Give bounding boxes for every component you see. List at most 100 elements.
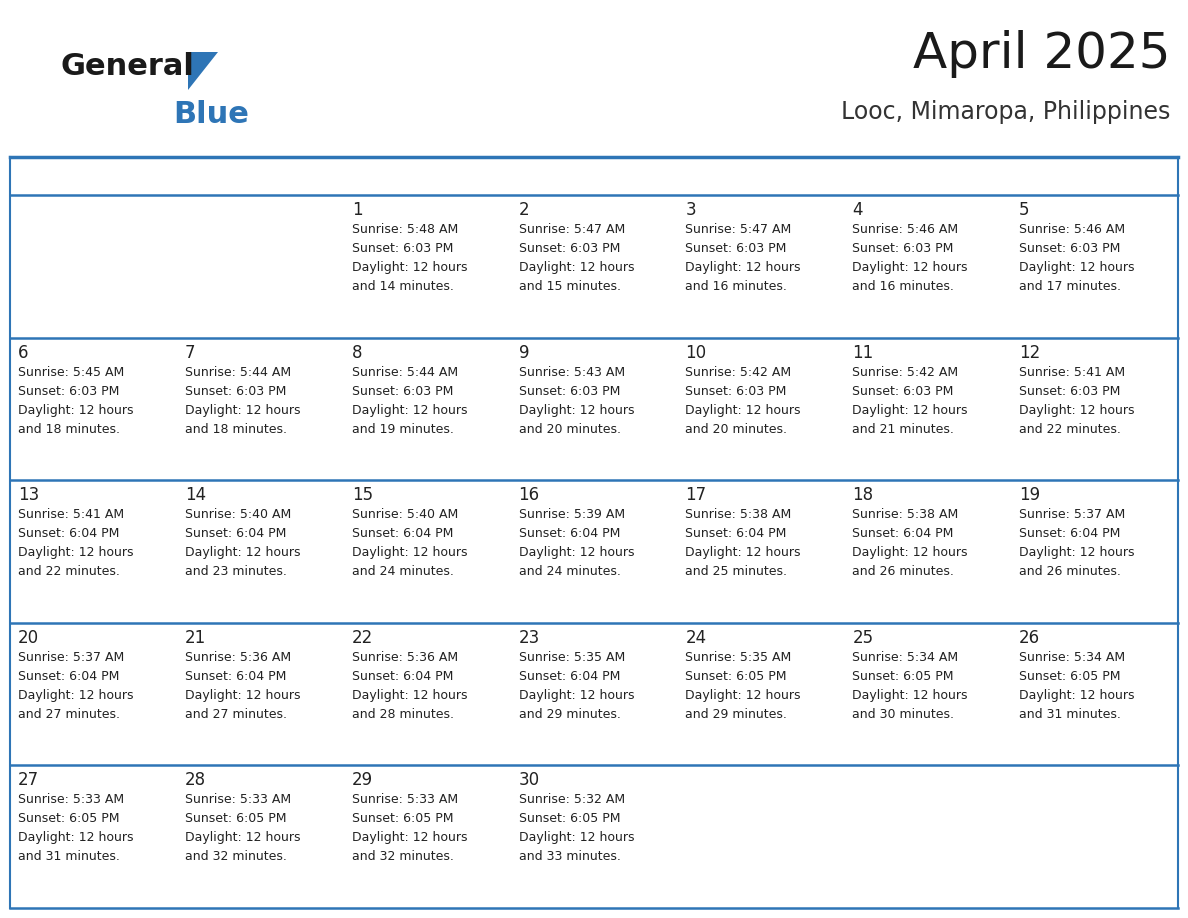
Text: and 29 minutes.: and 29 minutes. bbox=[519, 708, 620, 721]
Text: Daylight: 12 hours: Daylight: 12 hours bbox=[1019, 404, 1135, 417]
Text: 20: 20 bbox=[18, 629, 39, 647]
Text: and 19 minutes.: and 19 minutes. bbox=[352, 422, 454, 436]
Text: 13: 13 bbox=[18, 487, 39, 504]
Text: Wednesday: Wednesday bbox=[520, 169, 614, 184]
Text: Sunday: Sunday bbox=[20, 169, 81, 184]
Text: and 31 minutes.: and 31 minutes. bbox=[1019, 708, 1121, 721]
Text: Daylight: 12 hours: Daylight: 12 hours bbox=[185, 404, 301, 417]
Text: 5: 5 bbox=[1019, 201, 1030, 219]
Text: 11: 11 bbox=[852, 343, 873, 362]
Text: Sunset: 6:04 PM: Sunset: 6:04 PM bbox=[519, 527, 620, 540]
Text: Sunset: 6:05 PM: Sunset: 6:05 PM bbox=[519, 812, 620, 825]
Text: Sunset: 6:05 PM: Sunset: 6:05 PM bbox=[852, 670, 954, 683]
Text: Daylight: 12 hours: Daylight: 12 hours bbox=[852, 404, 968, 417]
Text: 27: 27 bbox=[18, 771, 39, 789]
Text: Daylight: 12 hours: Daylight: 12 hours bbox=[185, 832, 301, 845]
Text: Daylight: 12 hours: Daylight: 12 hours bbox=[685, 261, 801, 274]
Text: Sunrise: 5:33 AM: Sunrise: 5:33 AM bbox=[185, 793, 291, 806]
Text: Sunrise: 5:35 AM: Sunrise: 5:35 AM bbox=[519, 651, 625, 664]
Text: Sunset: 6:04 PM: Sunset: 6:04 PM bbox=[18, 670, 119, 683]
Text: 23: 23 bbox=[519, 629, 539, 647]
Text: 2: 2 bbox=[519, 201, 529, 219]
Text: Daylight: 12 hours: Daylight: 12 hours bbox=[519, 404, 634, 417]
Text: Sunset: 6:05 PM: Sunset: 6:05 PM bbox=[18, 812, 120, 825]
Text: Sunrise: 5:36 AM: Sunrise: 5:36 AM bbox=[352, 651, 457, 664]
Text: Daylight: 12 hours: Daylight: 12 hours bbox=[352, 546, 467, 559]
Text: Sunset: 6:03 PM: Sunset: 6:03 PM bbox=[685, 385, 786, 397]
Text: Sunrise: 5:44 AM: Sunrise: 5:44 AM bbox=[352, 365, 457, 378]
Text: Sunrise: 5:37 AM: Sunrise: 5:37 AM bbox=[1019, 509, 1125, 521]
Text: 10: 10 bbox=[685, 343, 707, 362]
Text: Daylight: 12 hours: Daylight: 12 hours bbox=[352, 688, 467, 701]
Text: and 24 minutes.: and 24 minutes. bbox=[519, 565, 620, 578]
Text: 25: 25 bbox=[852, 629, 873, 647]
Text: Sunrise: 5:33 AM: Sunrise: 5:33 AM bbox=[18, 793, 124, 806]
Text: Sunrise: 5:42 AM: Sunrise: 5:42 AM bbox=[685, 365, 791, 378]
Text: Sunset: 6:04 PM: Sunset: 6:04 PM bbox=[352, 527, 453, 540]
Text: 16: 16 bbox=[519, 487, 539, 504]
Text: and 14 minutes.: and 14 minutes. bbox=[352, 280, 454, 293]
Text: Daylight: 12 hours: Daylight: 12 hours bbox=[352, 832, 467, 845]
Text: Thursday: Thursday bbox=[688, 169, 763, 184]
Text: Sunrise: 5:37 AM: Sunrise: 5:37 AM bbox=[18, 651, 125, 664]
Text: Sunrise: 5:38 AM: Sunrise: 5:38 AM bbox=[852, 509, 959, 521]
Text: Sunset: 6:03 PM: Sunset: 6:03 PM bbox=[685, 242, 786, 255]
Text: 19: 19 bbox=[1019, 487, 1041, 504]
Text: 12: 12 bbox=[1019, 343, 1041, 362]
Text: and 26 minutes.: and 26 minutes. bbox=[852, 565, 954, 578]
Text: Daylight: 12 hours: Daylight: 12 hours bbox=[685, 688, 801, 701]
Text: and 22 minutes.: and 22 minutes. bbox=[18, 565, 120, 578]
Text: Daylight: 12 hours: Daylight: 12 hours bbox=[852, 688, 968, 701]
Text: Sunrise: 5:34 AM: Sunrise: 5:34 AM bbox=[852, 651, 959, 664]
Text: Sunset: 6:05 PM: Sunset: 6:05 PM bbox=[185, 812, 286, 825]
Text: Sunset: 6:04 PM: Sunset: 6:04 PM bbox=[685, 527, 786, 540]
Text: 6: 6 bbox=[18, 343, 29, 362]
Text: and 32 minutes.: and 32 minutes. bbox=[185, 850, 286, 864]
Text: 14: 14 bbox=[185, 487, 206, 504]
Text: Sunrise: 5:32 AM: Sunrise: 5:32 AM bbox=[519, 793, 625, 806]
Text: 17: 17 bbox=[685, 487, 707, 504]
Text: 21: 21 bbox=[185, 629, 206, 647]
Text: Sunrise: 5:36 AM: Sunrise: 5:36 AM bbox=[185, 651, 291, 664]
Text: and 32 minutes.: and 32 minutes. bbox=[352, 850, 454, 864]
Text: Daylight: 12 hours: Daylight: 12 hours bbox=[852, 546, 968, 559]
Text: 8: 8 bbox=[352, 343, 362, 362]
Text: Blue: Blue bbox=[173, 100, 248, 129]
Text: Daylight: 12 hours: Daylight: 12 hours bbox=[1019, 546, 1135, 559]
Text: and 17 minutes.: and 17 minutes. bbox=[1019, 280, 1121, 293]
Text: Sunset: 6:05 PM: Sunset: 6:05 PM bbox=[1019, 670, 1120, 683]
Text: Sunset: 6:03 PM: Sunset: 6:03 PM bbox=[18, 385, 119, 397]
Text: Daylight: 12 hours: Daylight: 12 hours bbox=[352, 261, 467, 274]
Text: Sunset: 6:05 PM: Sunset: 6:05 PM bbox=[685, 670, 786, 683]
Text: and 29 minutes.: and 29 minutes. bbox=[685, 708, 788, 721]
Text: Sunrise: 5:35 AM: Sunrise: 5:35 AM bbox=[685, 651, 791, 664]
Text: 9: 9 bbox=[519, 343, 529, 362]
Text: 4: 4 bbox=[852, 201, 862, 219]
Text: Sunrise: 5:40 AM: Sunrise: 5:40 AM bbox=[185, 509, 291, 521]
Text: Sunrise: 5:45 AM: Sunrise: 5:45 AM bbox=[18, 365, 125, 378]
Text: Saturday: Saturday bbox=[1022, 169, 1094, 184]
Text: Daylight: 12 hours: Daylight: 12 hours bbox=[18, 688, 133, 701]
Text: Sunrise: 5:34 AM: Sunrise: 5:34 AM bbox=[1019, 651, 1125, 664]
Text: Sunset: 6:04 PM: Sunset: 6:04 PM bbox=[185, 527, 286, 540]
Text: and 20 minutes.: and 20 minutes. bbox=[685, 422, 788, 436]
Text: Sunset: 6:03 PM: Sunset: 6:03 PM bbox=[1019, 242, 1120, 255]
Text: General: General bbox=[61, 52, 194, 81]
Text: 3: 3 bbox=[685, 201, 696, 219]
Text: Sunrise: 5:41 AM: Sunrise: 5:41 AM bbox=[1019, 365, 1125, 378]
Text: Sunset: 6:03 PM: Sunset: 6:03 PM bbox=[185, 385, 286, 397]
Text: Sunrise: 5:46 AM: Sunrise: 5:46 AM bbox=[1019, 223, 1125, 236]
Text: Sunrise: 5:46 AM: Sunrise: 5:46 AM bbox=[852, 223, 959, 236]
Text: Sunrise: 5:42 AM: Sunrise: 5:42 AM bbox=[852, 365, 959, 378]
Text: 7: 7 bbox=[185, 343, 195, 362]
Text: Daylight: 12 hours: Daylight: 12 hours bbox=[18, 546, 133, 559]
Text: and 16 minutes.: and 16 minutes. bbox=[685, 280, 788, 293]
Text: Sunset: 6:03 PM: Sunset: 6:03 PM bbox=[519, 385, 620, 397]
Text: Daylight: 12 hours: Daylight: 12 hours bbox=[1019, 688, 1135, 701]
Text: Sunset: 6:04 PM: Sunset: 6:04 PM bbox=[852, 527, 954, 540]
Text: and 15 minutes.: and 15 minutes. bbox=[519, 280, 620, 293]
Text: Daylight: 12 hours: Daylight: 12 hours bbox=[185, 546, 301, 559]
Text: Sunset: 6:04 PM: Sunset: 6:04 PM bbox=[18, 527, 119, 540]
Text: and 18 minutes.: and 18 minutes. bbox=[185, 422, 286, 436]
Text: Daylight: 12 hours: Daylight: 12 hours bbox=[852, 261, 968, 274]
